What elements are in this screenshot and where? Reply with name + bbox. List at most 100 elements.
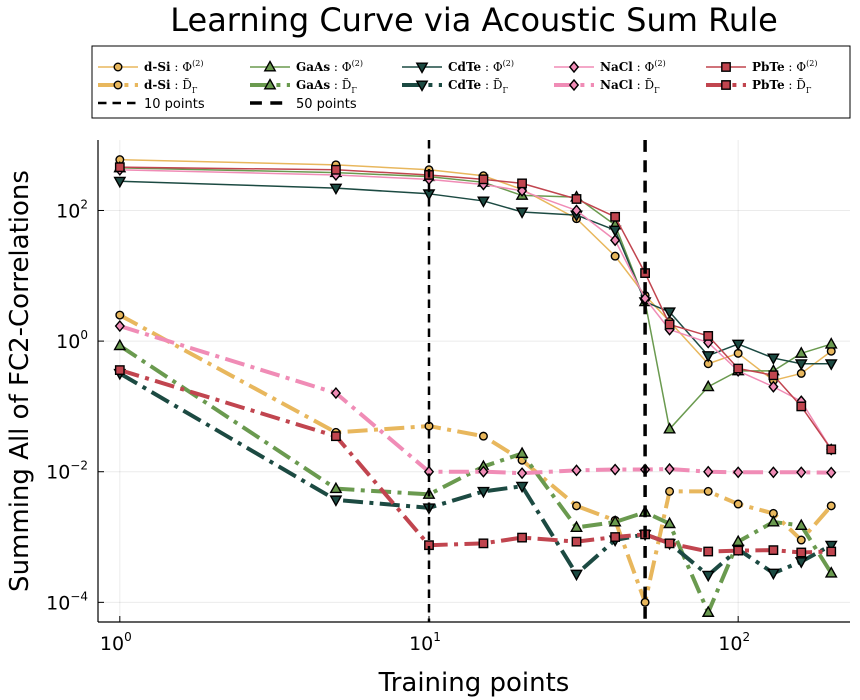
series-cdte-phi2 (113, 176, 838, 371)
legend-material: PbTe (752, 60, 785, 74)
data-point-cdte-phi2 (731, 339, 745, 352)
series-nacl-dgamma (114, 319, 837, 480)
data-point-cdte-phi2 (824, 359, 838, 371)
data-point-d-si-dgamma (478, 431, 488, 441)
data-point-pbte-dgamma (826, 546, 837, 557)
legend-symbol: D̃ (645, 77, 655, 92)
x-tick-exponent: 2 (742, 630, 750, 644)
legend-symbol: D̃ (493, 77, 503, 92)
data-point-gaas-dgamma (570, 520, 583, 532)
data-point-pbte-phi2 (768, 370, 779, 381)
series-line-pbte-phi2 (119, 166, 832, 450)
legend-item-pbte-dgamma: PbTe : D̃Γ (706, 77, 812, 95)
legend-label: 10 points (144, 97, 205, 112)
data-point-nacl-dgamma (330, 386, 342, 400)
legend-sep: : (633, 78, 645, 92)
data-point-d-si-dgamma (665, 486, 675, 496)
legend-swatch-marker (263, 60, 277, 72)
data-point-pbte-dgamma (571, 536, 582, 547)
legend-material: PbTe (752, 78, 785, 92)
legend-item-10-points: 10 points (98, 97, 205, 112)
data-point-gaas-phi2 (701, 379, 715, 392)
legend-label: GaAs : D̃Γ (296, 77, 357, 95)
legend-swatch-marker (113, 62, 123, 72)
series-line-nacl-phi2 (119, 169, 832, 450)
legend-symbol: Φ (645, 60, 655, 74)
data-point-d-si-dgamma (640, 597, 650, 607)
legend-item-cdte-phi2: CdTe : Φ(2) (402, 59, 514, 74)
legend-sep: : (171, 78, 183, 92)
legend-symbol: D̃ (182, 77, 192, 92)
data-point-pbte-dgamma (664, 538, 675, 549)
y-tick-exponent: −4 (70, 589, 88, 603)
legend-material: NaCl (600, 78, 633, 92)
legend-swatch-marker (415, 80, 429, 92)
legend-item-pbte-phi2: PbTe : Φ(2) (706, 59, 817, 74)
x-tick-label: 101 (409, 630, 441, 655)
legend-swatch-marker (568, 78, 580, 92)
data-point-cdte-dgamma (701, 570, 715, 583)
legend-material: CdTe (448, 60, 481, 74)
legend-material: d-Si (144, 60, 171, 74)
series-line-cdte-phi2 (119, 180, 832, 365)
series-line-d-si-dgamma (118, 313, 833, 605)
legend-swatch-marker (568, 60, 580, 74)
data-point-cdte-phi2 (477, 196, 490, 208)
data-point-nacl-dgamma (768, 466, 779, 479)
data-point-d-si-phi2 (796, 368, 806, 378)
legend-swatch-marker (415, 62, 429, 74)
data-point-d-si-dgamma (796, 535, 806, 545)
data-point-pbte-phi2 (664, 319, 675, 330)
data-point-gaas-phi2 (824, 337, 838, 349)
data-point-nacl-dgamma (826, 466, 837, 479)
data-point-cdte-phi2 (515, 207, 529, 219)
data-point-d-si-phi2 (610, 251, 620, 261)
data-point-pbte-dgamma (610, 532, 621, 542)
legend-item-nacl-dgamma: NaCl : D̃Γ (554, 77, 660, 95)
legend-label: NaCl : D̃Γ (600, 77, 660, 95)
legend-label: CdTe : D̃Γ (448, 77, 508, 95)
y-tick-label: 10−4 (46, 589, 88, 614)
legend-symbol: D̃ (796, 77, 806, 92)
legend-sub: Γ (351, 86, 357, 95)
legend-sup: (2) (192, 59, 203, 68)
data-point-nacl-phi2 (610, 234, 621, 247)
data-point-pbte-dgamma (703, 546, 714, 557)
chart-title: Learning Curve via Acoustic Sum Rule (170, 1, 778, 39)
x-tick-exponent: 1 (433, 630, 441, 644)
data-point-pbte-phi2 (114, 162, 125, 173)
plot-background (98, 140, 850, 622)
data-point-nacl-phi2 (516, 184, 528, 197)
legend-material: d-Si (144, 78, 171, 92)
data-point-gaas-dgamma (824, 566, 838, 578)
legend-item-nacl-phi2: NaCl : Φ(2) (554, 59, 666, 74)
data-point-nacl-dgamma (571, 464, 582, 477)
data-point-cdte-dgamma (515, 481, 529, 494)
series-gaas-dgamma (113, 338, 838, 617)
legend-symbol: Φ (796, 60, 806, 74)
data-point-gaas-dgamma (113, 338, 127, 351)
data-point-nacl-dgamma (610, 463, 621, 476)
data-point-pbte-phi2 (703, 331, 714, 341)
data-point-pbte-dgamma (331, 431, 341, 442)
data-point-pbte-phi2 (796, 401, 807, 412)
data-point-pbte-dgamma (796, 547, 807, 558)
legend-item-d-si-phi2: d-Si : Φ(2) (98, 59, 203, 74)
legend-sup: (2) (654, 59, 665, 68)
data-point-pbte-dgamma (768, 545, 779, 556)
data-point-gaas-phi2 (663, 422, 676, 434)
legend-item-gaas-dgamma: GaAs : D̃Γ (250, 77, 357, 95)
y-tick-exponent: 2 (80, 197, 88, 211)
y-tick-label: 102 (56, 197, 88, 222)
data-point-nacl-dgamma (796, 466, 807, 479)
legend-label: PbTe : D̃Γ (752, 77, 812, 95)
legend-sep: : (330, 60, 342, 74)
data-point-nacl-dgamma (114, 319, 125, 333)
data-point-pbte-phi2 (478, 174, 489, 185)
data-point-pbte-phi2 (826, 444, 837, 455)
legend-label: PbTe : Φ(2) (752, 59, 817, 74)
data-point-d-si-dgamma (733, 499, 743, 509)
data-point-gaas-dgamma (766, 515, 780, 527)
axes (97, 140, 850, 623)
